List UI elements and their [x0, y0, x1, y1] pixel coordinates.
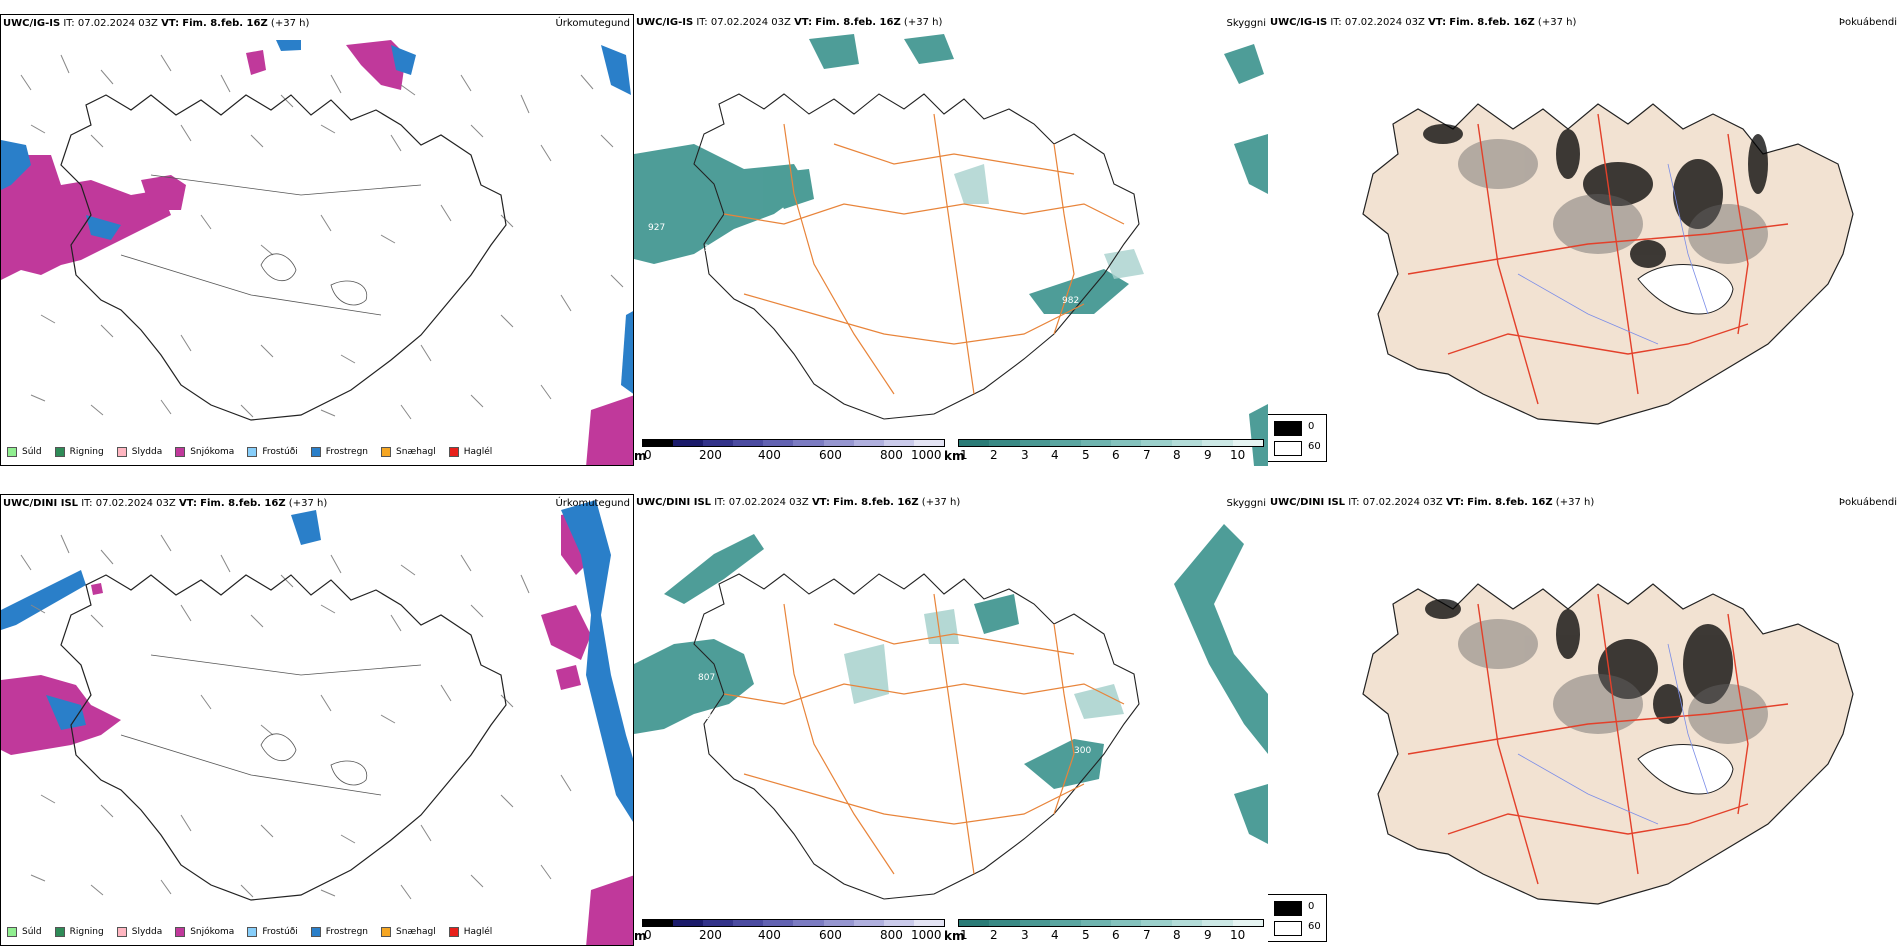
map-label: 300	[1074, 746, 1091, 756]
header-bottom-fog: UWC/DINI ISL IT: 07.02.2024 03Z VT: Fim.…	[1270, 497, 1595, 508]
legend-item: Rigning	[54, 447, 104, 457]
visibility-panel-top: 927 186 982 745 797 Skyggni m 0 200 400 …	[634, 14, 1268, 466]
legend-item: Snæhagl	[381, 927, 436, 937]
precip-type-panel-bottom: UWC/DINI ISL IT: 07.02.2024 03Z VT: Fim.…	[0, 494, 634, 946]
map-label: 927	[648, 223, 665, 233]
panel-title-precip-bottom: Úrkomutegund	[555, 498, 630, 509]
legend-item: Haglél	[448, 447, 492, 457]
elevation-scale-top: m 0 200 400 600 800 1000	[634, 439, 945, 465]
precip-legend-bottom: Súld Rigning Slydda Snjókoma Frostúði Fr…	[7, 927, 505, 937]
map-label: 807	[698, 673, 715, 683]
legend-item: Snæhagl	[381, 447, 436, 457]
visibility-scale-bottom: km 1 2 3 4 5 6 7 8 9 10	[944, 919, 1266, 945]
header-top-visibility: UWC/IG-IS IT: 07.02.2024 03Z VT: Fim. 8.…	[636, 17, 943, 28]
header-top-precip: UWC/IG-IS IT: 07.02.2024 03Z VT: Fim. 8.…	[3, 18, 310, 29]
header-bottom-precip: UWC/DINI ISL IT: 07.02.2024 03Z VT: Fim.…	[3, 498, 328, 509]
fog-panel-top: UWC/IG-IS IT: 07.02.2024 03Z VT: Fim. 8.…	[1268, 14, 1900, 466]
fog-legend-top: 0 60	[1268, 414, 1327, 462]
header-bottom-visibility: UWC/DINI ISL IT: 07.02.2024 03Z VT: Fim.…	[636, 497, 961, 508]
legend-item: Haglél	[448, 927, 492, 937]
legend-item: Frostregn	[310, 927, 368, 937]
panel-title-fog-bottom: Þokuábendi	[1838, 497, 1897, 508]
visibility-panel-bottom: 807 829 300 Skyggni m 0 200 400 600 800 …	[634, 494, 1268, 946]
visibility-map-top: 927 186 982 745 797	[634, 34, 1268, 466]
panel-title-precip-top: Úrkomutegund	[555, 18, 630, 29]
map-label: 745	[989, 50, 1006, 60]
iceland-outline	[60, 94, 507, 421]
panel-title-visibility-top: Skyggni	[1226, 18, 1266, 29]
legend-item: Snjókoma	[175, 927, 234, 937]
fog-map-top	[1362, 103, 1854, 425]
legend-item: Frostúði	[247, 447, 298, 457]
visibility-scale-top: km 1 2 3 4 5 6 7 8 9 10	[944, 439, 1266, 465]
legend-item: Slydda	[116, 447, 162, 457]
fog-panel-bottom: UWC/DINI ISL IT: 07.02.2024 03Z VT: Fim.…	[1268, 494, 1900, 946]
legend-item: Súld	[7, 927, 42, 937]
elevation-scale-bottom: m 0 200 400 600 800 1000	[634, 919, 945, 945]
map-label: 797	[884, 57, 901, 67]
visibility-map-bottom: 807 829 300	[634, 524, 1268, 900]
precip-map-top	[1, 40, 633, 465]
fog-legend-bottom: 0 60	[1268, 894, 1327, 942]
panel-title-visibility-bottom: Skyggni	[1226, 498, 1266, 509]
precip-map-bottom	[1, 500, 633, 945]
legend-item: Frostregn	[310, 447, 368, 457]
legend-item: Slydda	[116, 927, 162, 937]
fog-map-bottom	[1362, 583, 1854, 905]
legend-item: Súld	[7, 447, 42, 457]
map-label: 829	[700, 712, 717, 722]
legend-item: Frostúði	[247, 927, 298, 937]
precip-legend-top: Súld Rigning Slydda Snjókoma Frostúði Fr…	[7, 447, 505, 457]
panel-title-fog-top: Þokuábendi	[1838, 17, 1897, 28]
map-label: 982	[1062, 296, 1079, 306]
map-label: 186	[704, 244, 721, 254]
legend-item: Snjókoma	[175, 447, 234, 457]
header-top-fog: UWC/IG-IS IT: 07.02.2024 03Z VT: Fim. 8.…	[1270, 17, 1577, 28]
legend-item: Rigning	[54, 927, 104, 937]
precip-type-panel-top: UWC/IG-IS IT: 07.02.2024 03Z VT: Fim. 8.…	[0, 14, 634, 466]
